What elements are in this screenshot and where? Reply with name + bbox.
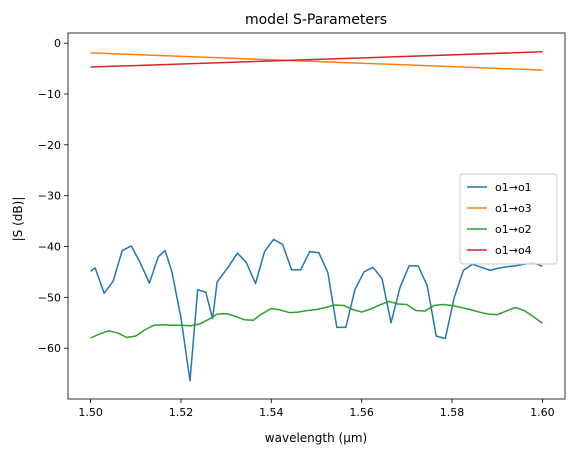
legend-box: [459, 173, 558, 265]
series-line-3: [90, 51, 543, 68]
y-tick-label: −20: [38, 139, 61, 152]
y-axis-label: |S (dB)|: [11, 197, 25, 242]
x-tick-label: 1.52: [169, 406, 194, 419]
legend-label: o1→o3: [495, 202, 532, 215]
legend-label: o1→o2: [495, 223, 532, 236]
y-tick-label: 0: [54, 37, 61, 50]
plot-area: 1.50 1.52 1.54 1.56 1.58 1.60 0 −10 −20 −30 −40 −50…: [38, 32, 566, 419]
chart-title: model S-Parameters: [245, 12, 387, 28]
x-axis-label: wavelength (µm): [265, 431, 367, 445]
x-tick-label: 1.54: [259, 406, 284, 419]
y-tick-label: −50: [38, 291, 61, 304]
y-tick-label: −60: [38, 342, 61, 355]
series-line-1: [90, 52, 543, 71]
x-tick-label: 1.56: [349, 406, 374, 419]
y-tick-label: −30: [38, 190, 61, 203]
y-tick-label: −10: [38, 88, 61, 101]
axes-frame: [67, 32, 566, 400]
legend-label: o1→o4: [495, 244, 532, 257]
x-tick-label: 1.50: [78, 406, 103, 419]
y-tick-label: −40: [38, 241, 61, 254]
x-tick-label: 1.58: [440, 406, 465, 419]
series-line-2: [90, 300, 543, 339]
legend-label: o1→o1: [495, 181, 532, 194]
legend: o1→o1 o1→o3 o1→o2 o1→o4: [459, 173, 558, 265]
x-tick-label: 1.60: [530, 406, 555, 419]
series-line-0: [90, 238, 543, 382]
